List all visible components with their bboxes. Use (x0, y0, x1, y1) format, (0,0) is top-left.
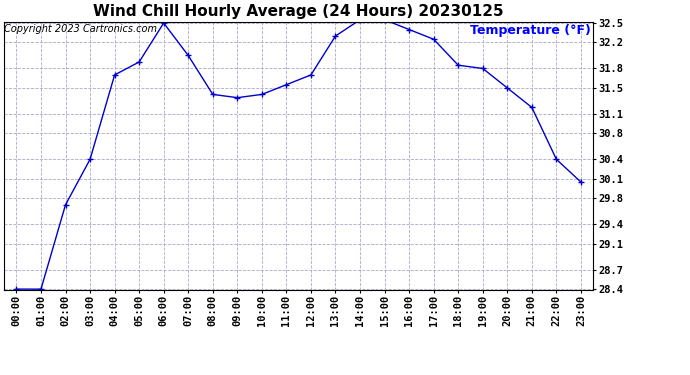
Title: Wind Chill Hourly Average (24 Hours) 20230125: Wind Chill Hourly Average (24 Hours) 202… (93, 4, 504, 19)
Text: Temperature (°F): Temperature (°F) (469, 24, 591, 38)
Text: Copyright 2023 Cartronics.com: Copyright 2023 Cartronics.com (4, 24, 157, 34)
